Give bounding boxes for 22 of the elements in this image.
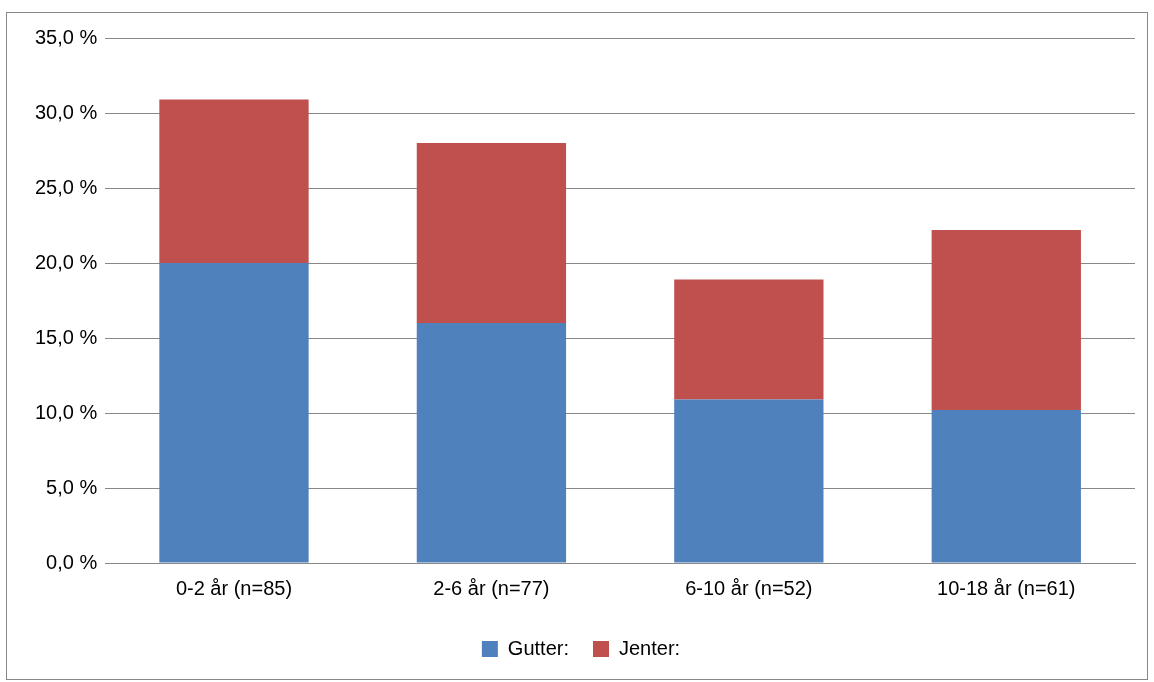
- legend-label: Jenter:: [619, 636, 681, 659]
- y-tick-label: 10,0 %: [35, 400, 98, 423]
- y-tick-label: 0,0 %: [46, 550, 98, 573]
- bar: [674, 279, 824, 400]
- bar: [159, 263, 309, 563]
- y-tick-label: 35,0 %: [35, 25, 98, 48]
- x-tick-label: 0-2 år (n=85): [175, 576, 293, 599]
- bar: [416, 143, 567, 323]
- y-tick-label: 30,0 %: [35, 100, 98, 123]
- bar: [159, 99, 309, 263]
- bar: [674, 399, 824, 563]
- y-tick-label: 20,0 %: [35, 250, 98, 273]
- y-tick-label: 25,0 %: [35, 175, 98, 198]
- bar: [931, 410, 1081, 563]
- y-tick-label: 5,0 %: [46, 475, 98, 498]
- bar: [416, 323, 567, 563]
- x-tick-label: 6-10 år (n=52): [685, 576, 813, 599]
- x-tick-label: 10-18 år (n=61): [937, 576, 1076, 599]
- y-tick-label: 15,0 %: [35, 325, 98, 348]
- bar: [931, 230, 1081, 410]
- x-tick-label: 2-6 år (n=77): [433, 576, 550, 599]
- legend-label: Gutter:: [507, 636, 569, 659]
